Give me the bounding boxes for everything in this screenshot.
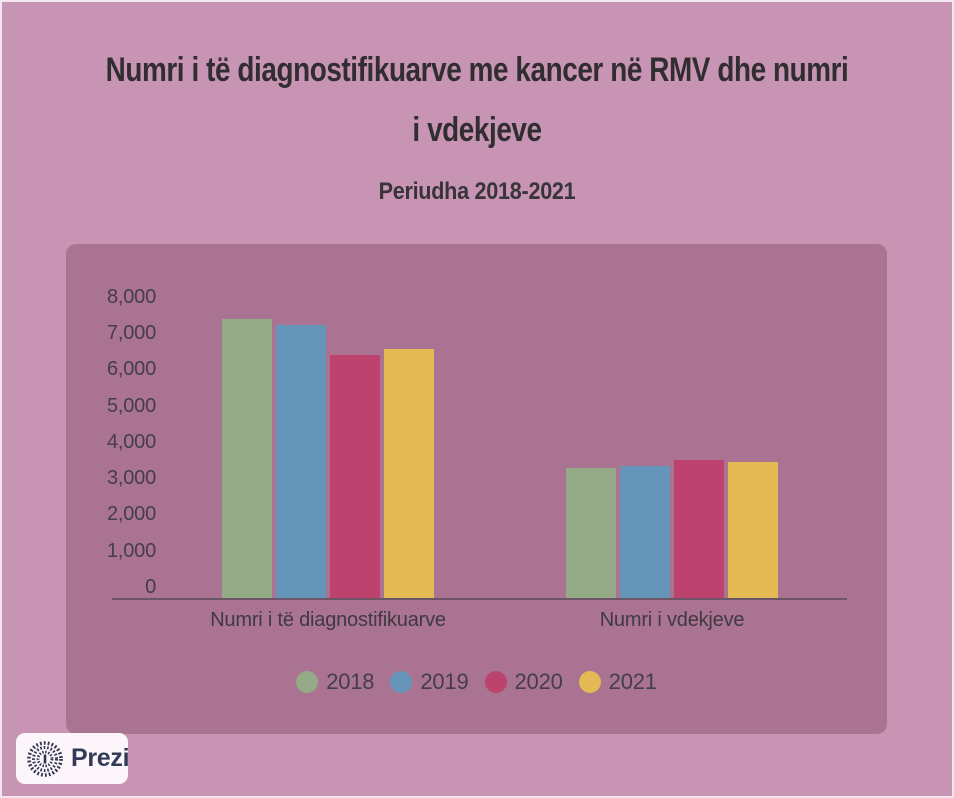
y-axis-tick-0: 0 — [145, 576, 156, 598]
bar-2020-category-1 — [330, 355, 380, 598]
bar-2019-category-2 — [620, 466, 670, 598]
bar-2021-category-2 — [728, 462, 778, 598]
y-axis-tick-7000: 7,000 — [106, 321, 156, 344]
legend: 2018 2019 2020 2021 — [66, 668, 887, 696]
x-axis-category-label-1: Numri i të diagnostifikuarve — [210, 609, 446, 631]
chart-title-line-2: i vdekjeve — [412, 111, 542, 149]
y-axis-tick-2000: 2,000 — [106, 503, 156, 526]
x-axis-category-label-2: Numri i vdekjeve — [599, 609, 745, 631]
bar-2018-category-2 — [566, 468, 616, 598]
chart-subtitle: Periudha 2018-2021 — [378, 178, 576, 205]
prezi-logo-badge[interactable]: Prezi — [16, 733, 130, 784]
chart-panel: Numri i të diagnostifikuarve Numri i vde… — [66, 244, 887, 734]
legend-label-2018: 2018 — [326, 669, 375, 694]
x-axis-line — [112, 598, 847, 600]
y-axis-tick-4000: 4,000 — [106, 430, 156, 453]
legend-label-2021: 2021 — [608, 669, 657, 694]
bar-2021-category-1 — [384, 349, 434, 598]
bar-2018-category-1 — [222, 319, 272, 598]
y-axis-tick-6000: 6,000 — [106, 358, 156, 381]
legend-swatch-2019 — [390, 671, 413, 693]
bar-2020-category-2 — [674, 460, 724, 598]
legend-label-2020: 2020 — [514, 669, 563, 694]
chart-title-line-1: Numri i të diagnostifikuarve me kancer n… — [105, 51, 849, 89]
legend-item-2018: 2018 — [296, 669, 375, 695]
y-axis-tick-1000: 1,000 — [106, 539, 156, 562]
y-axis-tick-5000: 5,000 — [106, 394, 156, 417]
prezi-logo-text: Prezi — [71, 744, 130, 772]
legend-swatch-2021 — [578, 671, 601, 693]
legend-label-2019: 2019 — [420, 669, 469, 694]
legend-item-2021: 2021 — [578, 669, 657, 695]
bar-2019-category-1 — [276, 325, 326, 598]
prezi-logo-icon — [25, 739, 65, 779]
y-axis-tick-8000: 8,000 — [106, 285, 156, 308]
legend-item-2019: 2019 — [390, 669, 469, 695]
legend-swatch-2020 — [484, 671, 507, 693]
plot-area: Numri i të diagnostifikuarve Numri i vde… — [66, 244, 887, 734]
y-axis-tick-3000: 3,000 — [106, 467, 156, 490]
chart-title: Numri i të diagnostifikuarve me kancer n… — [0, 40, 954, 160]
legend-item-2020: 2020 — [484, 669, 563, 695]
legend-swatch-2018 — [296, 671, 319, 693]
